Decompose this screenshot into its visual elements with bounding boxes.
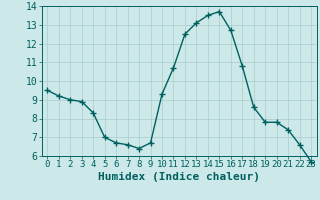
X-axis label: Humidex (Indice chaleur): Humidex (Indice chaleur) xyxy=(98,172,260,182)
